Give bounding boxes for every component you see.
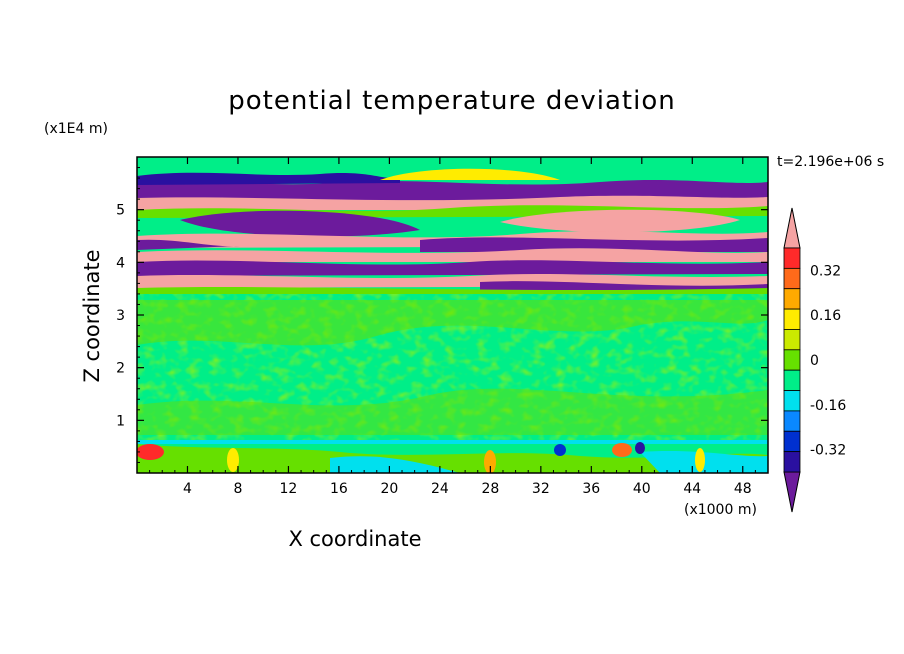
y-tick-label: 1 xyxy=(116,413,125,429)
colorbar-box xyxy=(783,410,801,432)
y-tick-label: 4 xyxy=(116,255,125,271)
colorbar-label: -0.16 xyxy=(810,398,846,414)
x-tick-label: 48 xyxy=(734,481,752,497)
colorbar-label: 0.32 xyxy=(810,263,841,279)
colorbar-box xyxy=(783,247,801,269)
x-axis: 4 8 12 16 20 24 28 32 36 40 44 48 xyxy=(149,157,756,497)
colorbar: 0.32 0.16 0 -0.16 -0.32 xyxy=(783,207,846,513)
x-tick-label: 8 xyxy=(233,481,242,497)
chart-title: potential temperature deviation xyxy=(228,86,676,116)
x-tick-label: 16 xyxy=(330,481,348,497)
colorbar-extend-min xyxy=(783,471,801,513)
y-axis: 1 2 3 4 5 xyxy=(116,167,768,463)
x-tick-label: 36 xyxy=(582,481,600,497)
colorbar-label: 0 xyxy=(810,353,819,369)
colorbar-box xyxy=(783,451,801,473)
colorbar-box xyxy=(783,288,801,310)
x-axis-unit: (x1000 m) xyxy=(684,502,757,518)
x-tick-label: 12 xyxy=(280,481,298,497)
colorbar-box xyxy=(783,308,801,330)
colorbar-box xyxy=(783,369,801,391)
y-tick-label: 5 xyxy=(116,203,125,219)
x-tick-label: 44 xyxy=(683,481,701,497)
colorbar-box xyxy=(783,390,801,412)
y-tick-label: 2 xyxy=(116,361,125,377)
colorbar-box xyxy=(783,267,801,290)
colorbar-label: -0.32 xyxy=(810,443,846,459)
y-axis-unit: (x1E4 m) xyxy=(44,121,108,137)
colorbar-extend-max xyxy=(783,207,801,249)
time-label: t=2.196e+06 s xyxy=(777,154,885,170)
x-tick-label: 4 xyxy=(183,481,192,497)
x-tick-label: 32 xyxy=(532,481,550,497)
colorbar-box xyxy=(783,329,801,351)
x-tick-label: 24 xyxy=(431,481,449,497)
colorbar-box xyxy=(783,430,801,453)
x-tick-label: 20 xyxy=(380,481,398,497)
colorbar-box xyxy=(783,349,801,371)
contour-field xyxy=(137,157,768,473)
x-axis-label: X coordinate xyxy=(288,527,422,551)
x-tick-label: 28 xyxy=(481,481,499,497)
y-tick-label: 3 xyxy=(116,308,125,324)
x-tick-label: 40 xyxy=(633,481,651,497)
colorbar-label: 0.16 xyxy=(810,308,841,324)
